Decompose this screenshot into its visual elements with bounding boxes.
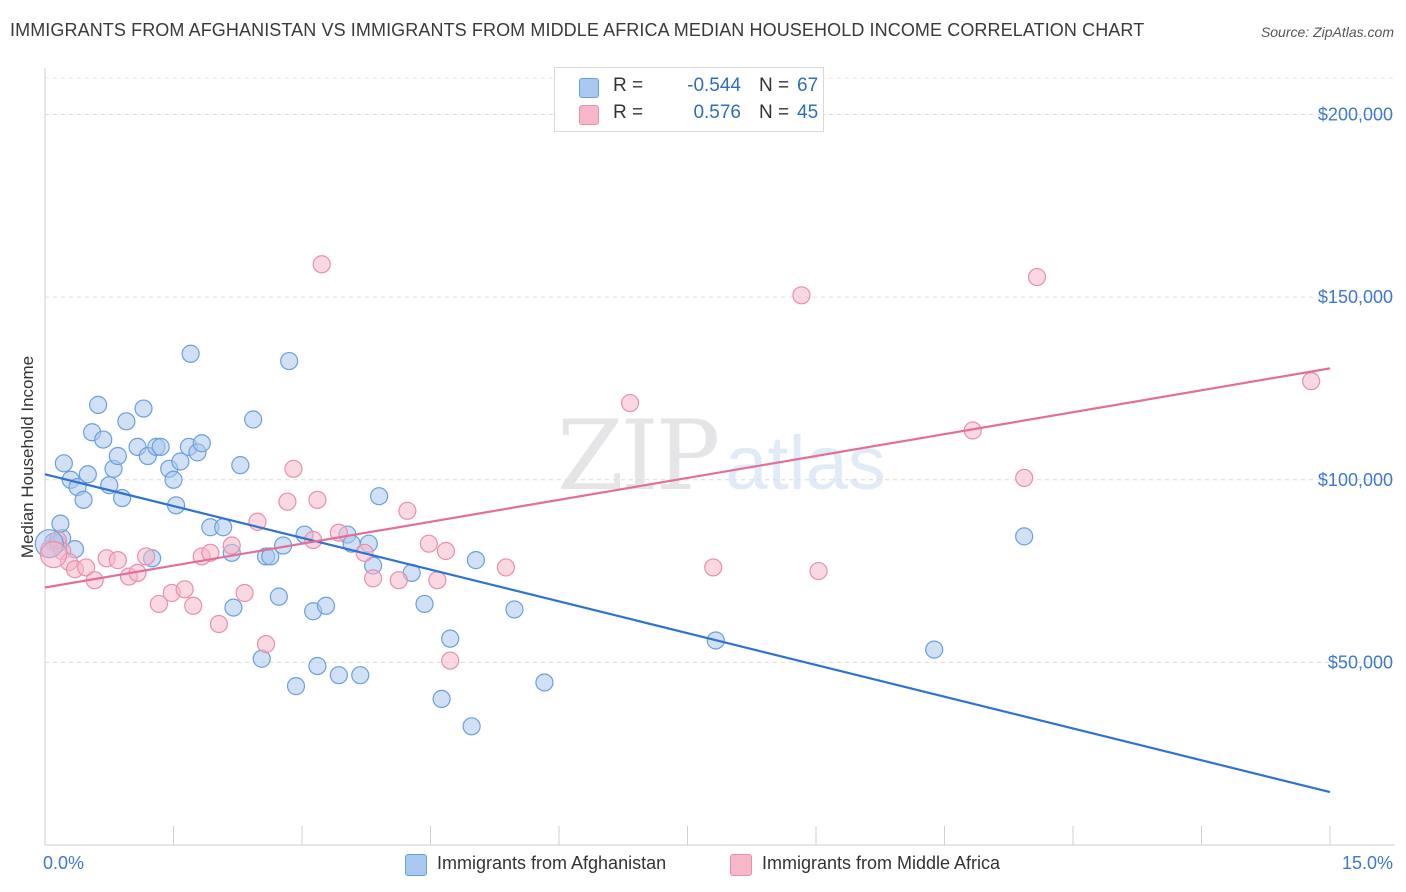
legend-n-label: N = [759,75,790,96]
y-tick-label: $100,000 [1318,470,1393,490]
point-middle-africa [209,614,229,634]
point-afghanistan [231,456,250,475]
point-afghanistan [432,689,451,709]
x-tick-label: 15.0% [1342,853,1393,873]
legend-n-value: 45 [797,102,819,123]
point-afghanistan [925,640,944,659]
point-afghanistan [370,487,389,506]
point-middle-africa [184,596,203,615]
watermark: ZIP atlas [557,400,886,512]
point-middle-africa [364,569,383,588]
point-afghanistan [171,452,190,471]
point-afghanistan [244,410,263,429]
point-afghanistan [505,600,524,619]
legend-r-label: R = [613,102,644,123]
point-afghanistan [280,351,299,371]
point-afghanistan [329,666,348,685]
point-afghanistan [351,666,370,685]
point-middle-africa [278,492,297,511]
point-middle-africa [308,490,327,509]
correlation-legend: R = -0.544 N = 67 R = 0.576 N = 45 [554,67,824,132]
point-afghanistan [54,454,73,473]
point-afghanistan [51,514,70,533]
y-tick-label: $200,000 [1318,105,1393,125]
point-afghanistan [269,587,288,606]
point-afghanistan [535,673,554,692]
watermark-atlas: atlas [725,421,886,506]
point-afghanistan [164,470,183,489]
point-middle-africa [201,543,220,562]
watermark-zip: ZIP [557,400,720,512]
series-legend: Immigrants from Afghanistan Immigrants f… [0,852,1406,878]
point-afghanistan [462,717,481,736]
point-afghanistan [74,490,93,509]
point-middle-africa [704,558,723,577]
source-label: Source: ZipAtlas.com [1260,24,1394,40]
point-afghanistan [94,430,113,449]
point-afghanistan [134,399,153,418]
point-middle-africa [108,551,127,570]
point-middle-africa [496,558,515,577]
legend-swatch-middle-africa [579,105,599,125]
y-tick-label: $150,000 [1318,287,1393,307]
point-afghanistan [308,656,327,676]
point-afghanistan [214,518,233,537]
point-middle-africa [1015,468,1034,488]
point-afghanistan [78,465,97,484]
point-middle-africa [77,558,96,577]
legend-r-value: 0.576 [693,102,741,123]
series-swatch-middle-africa [730,854,752,876]
point-afghanistan [151,437,170,456]
point-afghanistan [1015,527,1034,546]
point-middle-africa [441,651,460,670]
x-tick-label: 0.0% [43,853,84,873]
point-afghanistan [261,547,280,566]
legend-swatch-afghanistan [579,78,599,98]
point-afghanistan [286,677,306,696]
point-middle-africa [312,255,331,274]
point-middle-africa [428,571,447,590]
y-tick-label: $50,000 [1328,652,1393,672]
point-middle-africa [398,501,417,520]
legend-n-value: 67 [797,75,819,96]
point-middle-africa [235,583,254,603]
point-afghanistan [89,395,108,414]
point-middle-africa [136,547,156,566]
series-swatch-afghanistan [405,854,427,876]
point-middle-africa [1027,267,1047,287]
legend-r-label: R = [613,75,644,96]
point-afghanistan [117,412,136,431]
point-middle-africa [175,580,194,599]
point-afghanistan [466,551,486,570]
point-middle-africa [436,541,456,561]
point-middle-africa [419,534,438,553]
series-label-afghanistan: Immigrants from Afghanistan [437,853,667,873]
point-afghanistan [224,598,243,617]
point-middle-africa [621,393,640,413]
point-afghanistan [441,629,460,648]
point-afghanistan [316,596,336,615]
point-middle-africa [809,561,828,581]
point-afghanistan [108,446,127,466]
point-middle-africa [39,541,68,569]
trend-line-afghanistan [44,473,1331,794]
point-afghanistan [192,434,211,453]
point-afghanistan [415,594,434,614]
point-middle-africa [149,594,169,614]
series-label-middle-africa: Immigrants from Middle Africa [762,853,1001,873]
point-middle-africa [222,536,241,555]
legend-r-value: -0.544 [687,75,741,96]
point-middle-africa [792,286,811,305]
trend-line-middle-africa [44,367,1331,589]
point-afghanistan [181,344,200,363]
point-middle-africa [389,571,408,590]
point-middle-africa [256,635,276,654]
point-middle-africa [284,459,303,478]
chart-title: IMMIGRANTS FROM AFGHANISTAN VS IMMIGRANT… [10,20,1145,40]
legend-n-label: N = [759,102,790,123]
point-middle-africa [1302,372,1321,391]
